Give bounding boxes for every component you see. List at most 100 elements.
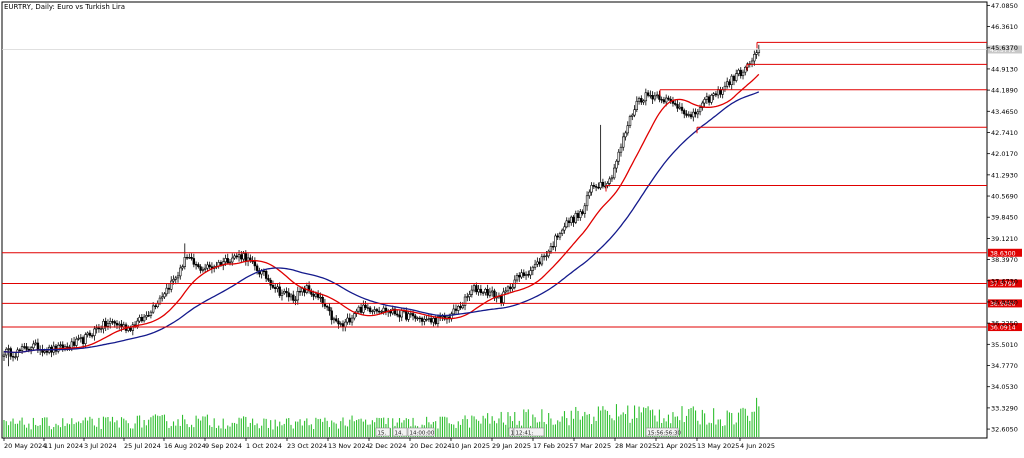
y-tick-label: 36.2250 bbox=[991, 320, 1018, 328]
candle-body bbox=[757, 49, 761, 53]
candle-body bbox=[167, 287, 171, 290]
candle-body bbox=[499, 295, 503, 303]
candle-body bbox=[158, 297, 162, 304]
x-tick-label: 29 Jan 2025 bbox=[492, 442, 531, 450]
candle-body bbox=[375, 309, 379, 312]
candle-body bbox=[592, 185, 596, 187]
x-tick-label: 11 Jun 2024 bbox=[44, 442, 83, 450]
candle-body bbox=[287, 292, 290, 298]
x-tick-label: 13 Nov 2024 bbox=[328, 442, 370, 450]
candle-body bbox=[224, 258, 227, 263]
level-label: 36.9000 bbox=[990, 301, 1016, 308]
volume-group bbox=[3, 397, 760, 437]
candle-body bbox=[486, 288, 489, 296]
candle-body bbox=[23, 346, 26, 348]
candle-body bbox=[744, 67, 747, 73]
candle-body bbox=[753, 54, 756, 62]
candle-body bbox=[29, 347, 33, 350]
candle-body bbox=[423, 319, 426, 322]
candle-body bbox=[86, 332, 89, 335]
candle-body bbox=[416, 317, 419, 320]
candle-body bbox=[398, 314, 401, 318]
candle-body bbox=[635, 100, 639, 110]
candle-body bbox=[111, 321, 114, 323]
candle-body bbox=[203, 267, 207, 270]
candle-body bbox=[149, 311, 153, 316]
x-tick-label: 28 Mar 2025 bbox=[615, 442, 656, 450]
candle-body bbox=[664, 97, 668, 103]
candle-body bbox=[88, 332, 92, 336]
candle-body bbox=[452, 308, 455, 315]
candle-body bbox=[721, 89, 724, 95]
candle-body bbox=[472, 285, 476, 291]
candle-body bbox=[479, 288, 483, 293]
candle-body bbox=[165, 287, 168, 295]
candle-body bbox=[741, 71, 745, 77]
candle-body bbox=[364, 304, 367, 308]
candle-body bbox=[400, 310, 403, 318]
candle-body bbox=[312, 293, 315, 297]
candle-body bbox=[183, 257, 186, 267]
candle-body bbox=[231, 257, 234, 263]
candle-body bbox=[255, 265, 259, 271]
candle-body bbox=[730, 75, 733, 86]
candle-body bbox=[432, 318, 435, 323]
candle-body bbox=[289, 294, 293, 298]
y-tick-label: 42.7410 bbox=[991, 129, 1018, 137]
candle-body bbox=[242, 253, 245, 260]
candle-body bbox=[292, 294, 295, 301]
period-separator-box bbox=[407, 427, 435, 437]
candle-body bbox=[57, 344, 60, 352]
candle-body bbox=[506, 286, 510, 292]
candle-body bbox=[118, 323, 121, 326]
candle-body bbox=[194, 263, 198, 266]
candle-body bbox=[20, 346, 24, 351]
candle-body bbox=[269, 279, 272, 286]
level-label: 36.0914 bbox=[990, 325, 1016, 332]
candle-body bbox=[368, 307, 372, 312]
candle-body bbox=[633, 109, 636, 116]
candle-body bbox=[407, 313, 410, 320]
candle-body bbox=[328, 306, 331, 312]
period-separator-label: 14:00:00 bbox=[410, 431, 435, 437]
candle-body bbox=[540, 256, 544, 265]
candle-body bbox=[283, 290, 286, 294]
candle-body bbox=[655, 94, 659, 97]
candle-body bbox=[106, 323, 110, 327]
level-label: 37.5799 bbox=[990, 281, 1016, 288]
candle-body bbox=[353, 313, 356, 319]
moving-average-50 bbox=[3, 91, 760, 354]
candle-body bbox=[678, 106, 681, 109]
candle-body bbox=[676, 104, 679, 109]
candle-body bbox=[606, 183, 609, 187]
y-tick-label: 35.5010 bbox=[991, 341, 1018, 349]
candle-body bbox=[319, 296, 322, 299]
candle-body bbox=[97, 327, 101, 330]
candle-body bbox=[662, 99, 666, 103]
candle-body bbox=[477, 288, 480, 293]
candle-body bbox=[208, 264, 211, 268]
candle-body bbox=[330, 310, 333, 321]
candle-body bbox=[579, 211, 582, 218]
candle-body bbox=[590, 185, 593, 193]
candle-body bbox=[16, 349, 19, 358]
candle-body bbox=[732, 75, 736, 81]
last-price-tag bbox=[988, 45, 1022, 54]
candle-body bbox=[2, 354, 6, 357]
candle-body bbox=[572, 216, 575, 223]
candle-body bbox=[610, 177, 614, 180]
candle-body bbox=[488, 291, 492, 296]
candle-body bbox=[237, 254, 241, 258]
candle-body bbox=[694, 111, 697, 115]
candle-body bbox=[344, 321, 347, 328]
candle-body bbox=[551, 246, 555, 248]
x-tick-label: 9 Sep 2024 bbox=[205, 442, 242, 450]
candle-body bbox=[396, 313, 399, 316]
candle-body bbox=[174, 277, 177, 280]
x-tick-label: 1 Oct 2024 bbox=[246, 442, 282, 450]
candle-body bbox=[626, 125, 629, 134]
candle-body bbox=[45, 350, 49, 353]
candle-body bbox=[11, 356, 15, 358]
candle-body bbox=[556, 235, 559, 238]
